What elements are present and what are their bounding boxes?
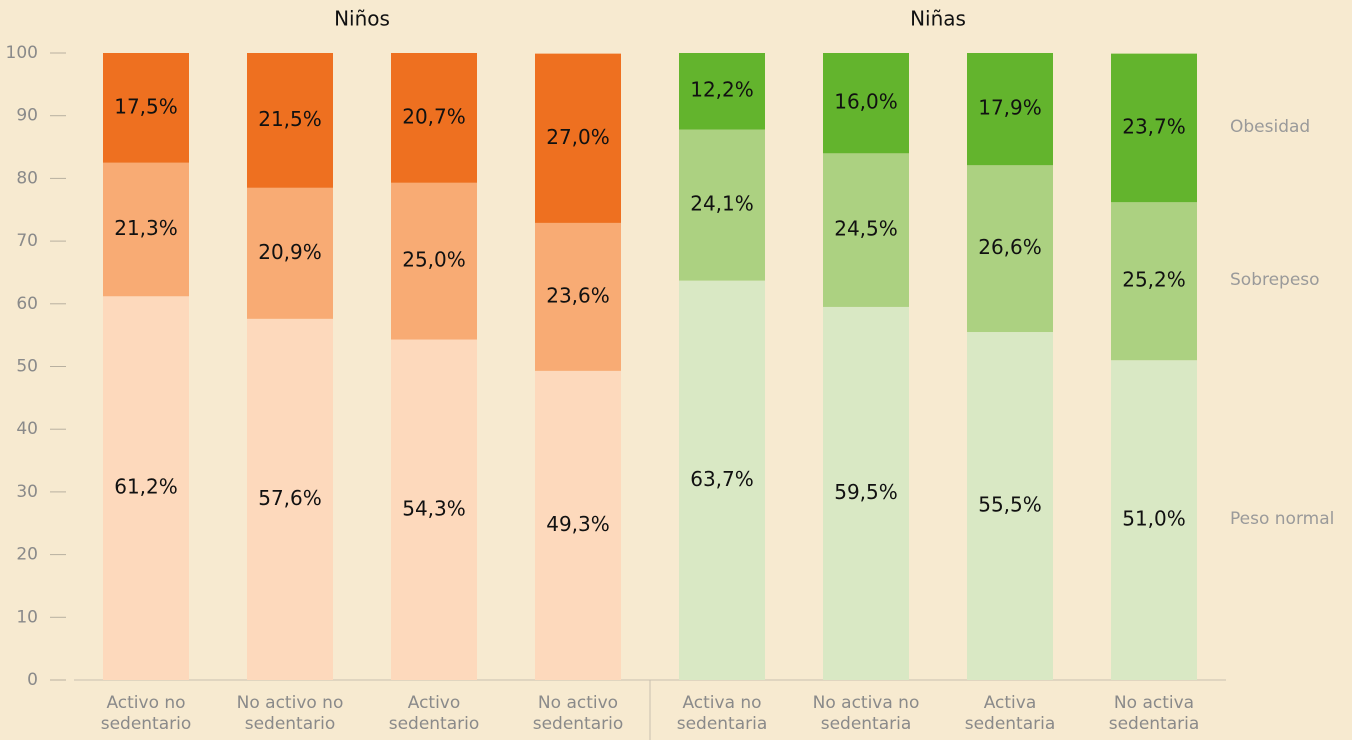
x-tick-label: Activa sedentaria xyxy=(964,693,1056,734)
value-label: 61,2% xyxy=(114,475,178,499)
value-label: 57,6% xyxy=(258,486,322,510)
bar-segment xyxy=(967,165,1053,333)
x-tick-label: Activo sedentario xyxy=(388,693,480,734)
value-label: 16,0% xyxy=(834,90,898,114)
value-label: 12,2% xyxy=(690,78,754,102)
legend-label: Sobrepeso xyxy=(1230,270,1320,291)
bar-segment xyxy=(391,339,477,680)
bar-segment xyxy=(535,370,621,680)
y-tick-label: 20 xyxy=(16,545,38,565)
legend-label: Obesidad xyxy=(1230,116,1311,137)
value-label: 25,2% xyxy=(1122,268,1186,292)
y-tick-label: 30 xyxy=(16,482,38,502)
y-tick-label: 70 xyxy=(16,231,38,251)
x-tick-label: No activo sedentario xyxy=(532,693,624,734)
value-label: 23,7% xyxy=(1122,114,1186,138)
group-title: Niñas xyxy=(910,7,966,31)
y-tick-label: 90 xyxy=(16,106,38,126)
bar-segment xyxy=(103,162,189,297)
bar-segment xyxy=(823,153,909,307)
value-label: 17,9% xyxy=(978,96,1042,120)
value-label: 51,0% xyxy=(1122,507,1186,531)
bar-segment xyxy=(679,280,765,680)
bar-segment xyxy=(679,129,765,281)
y-tick-label: 100 xyxy=(6,43,38,63)
bar-segment xyxy=(1111,53,1197,203)
group-title: Niños xyxy=(334,7,390,31)
value-label: 21,3% xyxy=(114,216,178,240)
bar-segment xyxy=(1111,202,1197,361)
value-label: 20,7% xyxy=(402,104,466,128)
y-tick-label: 40 xyxy=(16,419,38,439)
value-label: 27,0% xyxy=(546,125,610,149)
bar-segment xyxy=(823,306,909,680)
x-tick-label: No activo no sedentario xyxy=(236,693,344,734)
x-tick-label: Activo no sedentario xyxy=(100,693,192,734)
bar-segment xyxy=(535,53,621,223)
bar-segment xyxy=(679,53,765,130)
bar-segment xyxy=(967,332,1053,680)
value-label: 26,6% xyxy=(978,235,1042,259)
bar-segment xyxy=(535,222,621,371)
bar-segment xyxy=(1111,360,1197,680)
y-tick-label: 80 xyxy=(16,168,38,188)
y-tick-label: 60 xyxy=(16,294,38,314)
legend-label: Peso normal xyxy=(1230,509,1335,530)
x-tick-label: No activa sedentaria xyxy=(1108,693,1200,734)
bar-segment xyxy=(391,182,477,340)
bar-segment xyxy=(247,187,333,319)
x-tick-label: No activa no sedentaria xyxy=(812,693,920,734)
y-tick-label: 50 xyxy=(16,357,38,377)
bar-segment xyxy=(823,53,909,154)
value-label: 55,5% xyxy=(978,493,1042,517)
value-label: 24,5% xyxy=(834,217,898,241)
value-label: 17,5% xyxy=(114,94,178,118)
bar-segment xyxy=(103,53,189,163)
value-label: 49,3% xyxy=(546,512,610,536)
value-label: 63,7% xyxy=(690,467,754,491)
value-label: 23,6% xyxy=(546,283,610,307)
value-label: 21,5% xyxy=(258,107,322,131)
bar-segment xyxy=(247,53,333,188)
value-label: 59,5% xyxy=(834,480,898,504)
bar-segment xyxy=(391,53,477,183)
y-tick-label: 10 xyxy=(16,607,38,627)
bar-segment xyxy=(103,296,189,680)
bar-segment xyxy=(247,318,333,680)
x-tick-label: Activa no sedentaria xyxy=(676,693,768,734)
value-label: 25,0% xyxy=(402,248,466,272)
value-label: 24,1% xyxy=(690,192,754,216)
bar-segment xyxy=(967,53,1053,166)
value-label: 20,9% xyxy=(258,240,322,264)
y-tick-label: 0 xyxy=(27,670,38,690)
value-label: 54,3% xyxy=(402,496,466,520)
